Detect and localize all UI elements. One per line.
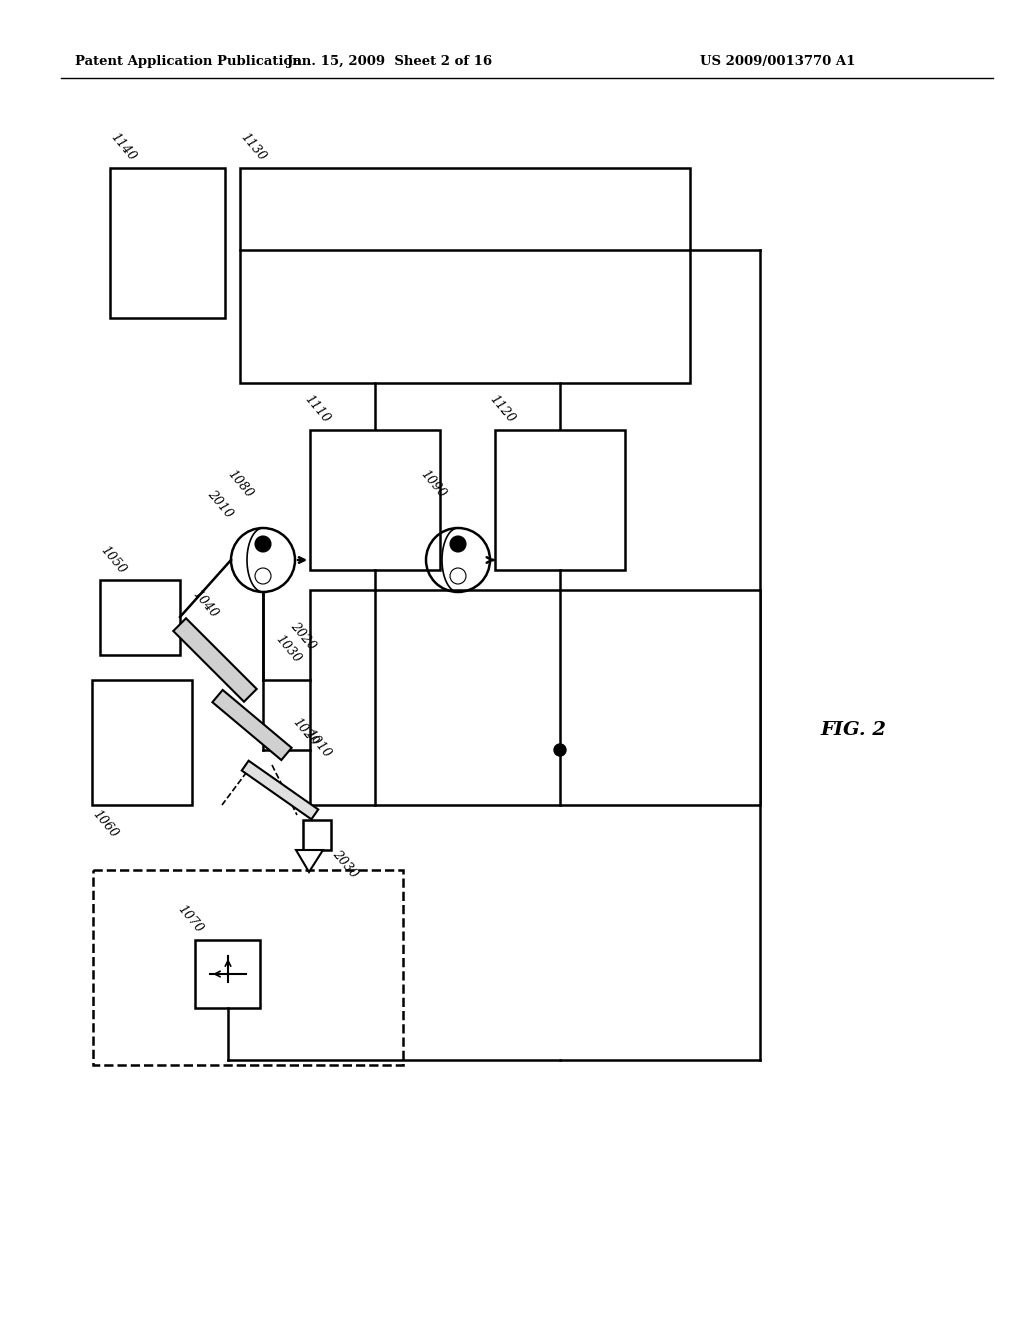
Circle shape (450, 568, 466, 583)
Bar (92, 680, 193, 805)
Bar (93, 870, 403, 1065)
Text: 1140: 1140 (108, 131, 138, 162)
Bar (100, 579, 180, 655)
Bar (303, 875, 329, 903)
Text: 1010: 1010 (303, 727, 334, 760)
Text: 1020: 1020 (290, 715, 321, 748)
Bar (195, 940, 260, 1008)
Polygon shape (242, 760, 318, 820)
Circle shape (255, 568, 271, 583)
Circle shape (554, 744, 566, 756)
Text: 1110: 1110 (302, 392, 333, 425)
Text: 1080: 1080 (225, 467, 256, 500)
Bar (495, 430, 625, 570)
Circle shape (255, 536, 271, 552)
Bar (110, 168, 225, 318)
Text: FIG. 2: FIG. 2 (820, 721, 886, 739)
Text: US 2009/0013770 A1: US 2009/0013770 A1 (700, 55, 855, 69)
Polygon shape (296, 850, 323, 873)
Circle shape (450, 536, 466, 552)
Text: 2030: 2030 (330, 847, 360, 880)
Polygon shape (212, 690, 292, 760)
Text: 1060: 1060 (90, 808, 121, 841)
Bar (310, 430, 440, 570)
Text: 1090: 1090 (418, 467, 449, 500)
Text: 1070: 1070 (175, 902, 206, 935)
Text: 2010: 2010 (205, 487, 236, 520)
Text: 1120: 1120 (487, 392, 517, 425)
Bar (310, 590, 760, 805)
Text: 1050: 1050 (98, 543, 129, 576)
Text: 2020: 2020 (288, 619, 318, 652)
Text: Patent Application Publication: Patent Application Publication (75, 55, 302, 69)
Text: 1040: 1040 (190, 587, 220, 620)
Bar (303, 820, 331, 850)
Polygon shape (173, 618, 257, 702)
Text: Jan. 15, 2009  Sheet 2 of 16: Jan. 15, 2009 Sheet 2 of 16 (288, 55, 493, 69)
Text: 1030: 1030 (273, 632, 303, 665)
Text: 1130: 1130 (238, 131, 268, 162)
Bar (240, 168, 690, 383)
